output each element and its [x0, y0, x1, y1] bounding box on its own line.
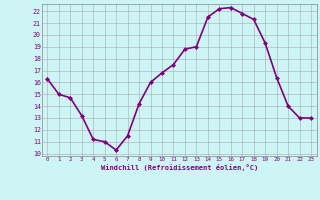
X-axis label: Windchill (Refroidissement éolien,°C): Windchill (Refroidissement éolien,°C) — [100, 164, 258, 171]
